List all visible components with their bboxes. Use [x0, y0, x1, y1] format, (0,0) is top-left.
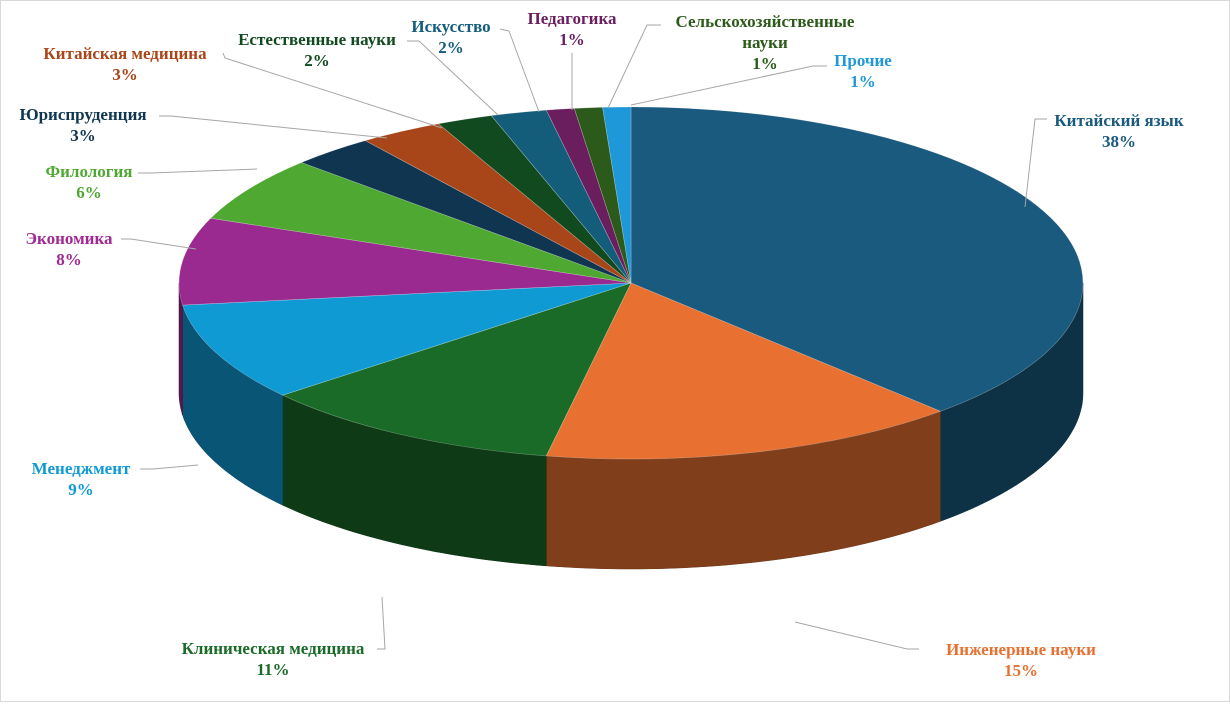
data-label-name: Менеджмент [32, 459, 131, 478]
data-label-value: 2% [304, 51, 330, 70]
slice-11 [573, 106, 632, 284]
data-label-12: Прочие 1% [834, 51, 892, 91]
data-label-value: 1% [752, 54, 778, 73]
data-label-name: Экономика [26, 229, 113, 248]
data-label-10: Педагогика 1% [528, 9, 617, 49]
leader-lines [121, 24, 1047, 650]
data-label-name: науки [742, 33, 788, 52]
slice-10 [545, 108, 632, 284]
data-label-2: Клиническая медицина 11% [182, 639, 365, 679]
data-label-11: Сельскохозяйственные науки 1% [676, 12, 855, 73]
data-label-4: Экономика 8% [26, 229, 113, 269]
data-label-value: 38% [1102, 132, 1136, 151]
data-label-name: Клиническая медицина [182, 639, 365, 658]
data-label-value: 1% [559, 30, 585, 49]
data-label-name: Инженерные науки [946, 640, 1096, 659]
data-label-name: Филология [46, 162, 133, 181]
slice-4 [178, 217, 632, 306]
leader-line-0 [1024, 118, 1047, 208]
leader-line-7 [222, 52, 443, 129]
data-label-9: Искусство 2% [411, 17, 490, 57]
data-label-name: Юриспруденция [19, 105, 146, 124]
leader-line-9 [499, 28, 540, 113]
data-labels: Китайский язык 38% Инженерные науки 15% Клин… [19, 9, 1183, 680]
slice-side-4 [178, 283, 183, 416]
leader-line-3 [140, 464, 199, 470]
data-label-name: Искусство [411, 17, 490, 36]
data-label-7: Китайская медицина 3% [43, 44, 207, 84]
data-label-value: 3% [70, 126, 96, 145]
data-label-value: 8% [56, 250, 82, 269]
data-label-value: 9% [68, 480, 94, 499]
data-label-name: Китайский язык [1054, 111, 1183, 130]
slice-5 [210, 162, 632, 284]
leader-line-11 [607, 24, 661, 109]
slice-9 [490, 109, 632, 284]
data-label-value: 11% [256, 660, 289, 679]
data-label-name: Китайская медицина [43, 44, 207, 63]
leader-line-4 [121, 238, 197, 250]
data-label-value: 2% [438, 38, 464, 57]
data-label-value: 15% [1004, 661, 1038, 680]
data-label-value: 3% [112, 65, 138, 84]
data-label-1: Инженерные науки 15% [946, 640, 1096, 680]
data-label-name: Сельскохозяйственные [676, 12, 855, 31]
data-label-6: Юриспруденция 3% [19, 105, 146, 145]
slice-1 [545, 282, 942, 460]
leader-line-5 [138, 168, 258, 174]
data-label-name: Прочие [834, 51, 892, 70]
slice-7 [364, 123, 632, 284]
slice-3 [182, 282, 632, 396]
data-label-value: 1% [850, 72, 876, 91]
data-label-3: Менеджмент 9% [32, 459, 131, 499]
data-label-name: Естественные науки [238, 30, 396, 49]
data-label-name: Педагогика [528, 9, 617, 28]
leader-line-2 [377, 596, 386, 650]
slice-2 [281, 282, 632, 457]
slice-8 [437, 115, 632, 284]
leader-line-1 [794, 621, 919, 650]
data-label-5: Филология 6% [46, 162, 133, 202]
data-label-value: 6% [76, 183, 102, 202]
leader-line-12 [630, 65, 827, 106]
slice-12 [602, 106, 632, 284]
data-label-0: Китайский язык 38% [1054, 111, 1183, 151]
pie-tops [178, 106, 1084, 460]
slice-6 [300, 140, 632, 284]
data-label-8: Естественные науки 2% [238, 30, 396, 70]
leader-line-6 [159, 115, 388, 139]
slice-0 [630, 106, 1084, 412]
leader-line-8 [407, 40, 499, 116]
